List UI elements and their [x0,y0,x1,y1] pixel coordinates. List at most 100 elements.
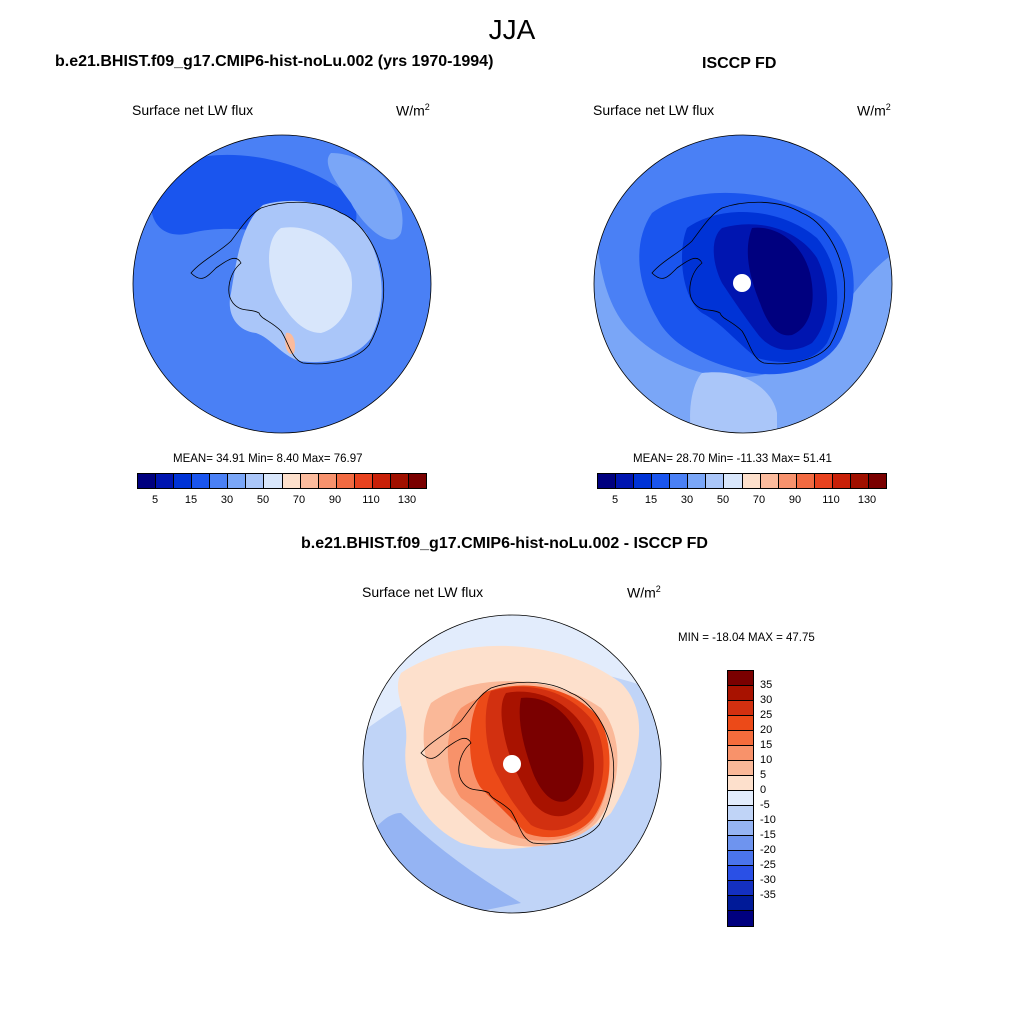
colorbar-swatch [728,806,753,821]
colorbar-swatch [408,474,426,488]
colorbar-swatch [728,686,753,701]
panel-3-title: b.e21.BHIST.f09_g17.CMIP6-hist-noLu.002 … [301,535,708,552]
colorbar-tick-label: 50 [256,494,270,506]
colorbar-tick-label: -5 [760,799,770,811]
colorbar-tick-label: 130 [397,494,417,506]
colorbar-swatch [616,474,635,488]
map-boundary [132,134,432,434]
colorbar-swatch [192,474,211,488]
colorbar-swatch [652,474,671,488]
colorbar-swatch [688,474,707,488]
colorbar-swatch [728,836,753,851]
colorbar-swatch [246,474,265,488]
colorbar-swatch [728,701,753,716]
colorbar-swatch [728,716,753,731]
colorbar-tick-label: 70 [752,494,766,506]
colorbar-swatch [634,474,653,488]
colorbar-tick-label: 70 [292,494,306,506]
panel-3-units: W/m2 [627,584,661,601]
panel-1-colorbar [137,473,427,489]
colorbar-swatch [174,474,193,488]
panel-2-colorbar-labels: 5 15 30 50 70 90 110 130 [597,494,887,508]
colorbar-tick-label: 25 [760,709,773,721]
obs-field-band [747,227,813,336]
difference-colorbar [727,670,754,927]
colorbar-swatch [390,474,409,488]
colorbar-tick-label: -35 [760,889,776,901]
colorbar-swatch [728,791,753,806]
colorbar-tick-label: 20 [760,724,773,736]
colorbar-tick-label: -10 [760,814,776,826]
panel-1-title: b.e21.BHIST.f09_g17.CMIP6-hist-noLu.002 … [55,53,494,70]
map-boundary [593,134,893,434]
panel-1-colorbar-labels: 5 15 30 50 70 90 110 130 [137,494,427,508]
colorbar-swatch [282,474,301,488]
colorbar-tick-label: 30 [760,694,773,706]
observed-polar-map [593,134,893,434]
colorbar-swatch [728,761,753,776]
model-field-band [285,332,296,354]
coastline [651,201,846,365]
model-polar-map [132,134,432,434]
pole-hole [733,274,751,292]
colorbar-swatch [728,776,753,791]
colorbar-swatch [728,731,753,746]
colorbar-swatch [300,474,319,488]
colorbar-swatch [318,474,337,488]
colorbar-swatch [728,746,753,761]
colorbar-tick-label: 90 [328,494,342,506]
colorbar-tick-label: 15 [760,739,773,751]
colorbar-swatch [670,474,689,488]
colorbar-tick-label: 5 [611,494,619,506]
colorbar-tick-label: -30 [760,874,776,886]
panel-2-title: ISCCP FD [702,55,777,72]
colorbar-tick-label: 90 [788,494,802,506]
colorbar-swatch [336,474,355,488]
colorbar-swatch [728,671,753,686]
colorbar-swatch [742,474,761,488]
colorbar-tick-label: 35 [760,679,773,691]
colorbar-swatch [156,474,175,488]
model-field-band [269,227,352,333]
colorbar-swatch [724,474,743,488]
colorbar-tick-label: 110 [362,494,380,506]
panel-1-units: W/m2 [396,102,430,119]
pole-hole [503,755,521,773]
colorbar-swatch [264,474,283,488]
colorbar-swatch [228,474,247,488]
panel-2-colorbar [597,473,887,489]
panel-2-units: W/m2 [857,102,891,119]
colorbar-swatch [728,896,753,911]
colorbar-tick-label: -20 [760,844,776,856]
panel-3-stats: MIN = -18.04 MAX = 47.75 [678,632,815,644]
colorbar-swatch [706,474,725,488]
colorbar-swatch [210,474,229,488]
colorbar-swatch [832,474,851,488]
colorbar-swatch [372,474,391,488]
colorbar-tick-label: 5 [760,769,767,781]
colorbar-swatch [138,474,157,488]
colorbar-swatch [728,851,753,866]
colorbar-tick-label: -25 [760,859,776,871]
colorbar-swatch [728,821,753,836]
panel-1-stats: MEAN= 34.91 Min= 8.40 Max= 76.97 [173,453,363,465]
colorbar-swatch [868,474,886,488]
difference-polar-map [362,614,662,914]
colorbar-swatch [728,866,753,881]
colorbar-swatch [814,474,833,488]
panel-2-stats: MEAN= 28.70 Min= -11.33 Max= 51.41 [633,453,832,465]
panel-3-variable: Surface net LW flux [362,584,484,600]
season-title: JJA [488,14,536,45]
colorbar-tick-label: 5 [151,494,159,506]
diff-field-band [363,615,661,733]
panel-1-variable: Surface net LW flux [132,102,254,118]
map-boundary [362,614,662,914]
colorbar-swatch [796,474,815,488]
colorbar-tick-label: 0 [760,784,767,796]
colorbar-tick-label: 10 [760,754,773,766]
obs-field-band [690,372,777,433]
colorbar-tick-label: 15 [644,494,658,506]
colorbar-tick-label: 30 [220,494,234,506]
panel-2-variable: Surface net LW flux [593,102,715,118]
colorbar-tick-label: 50 [716,494,730,506]
